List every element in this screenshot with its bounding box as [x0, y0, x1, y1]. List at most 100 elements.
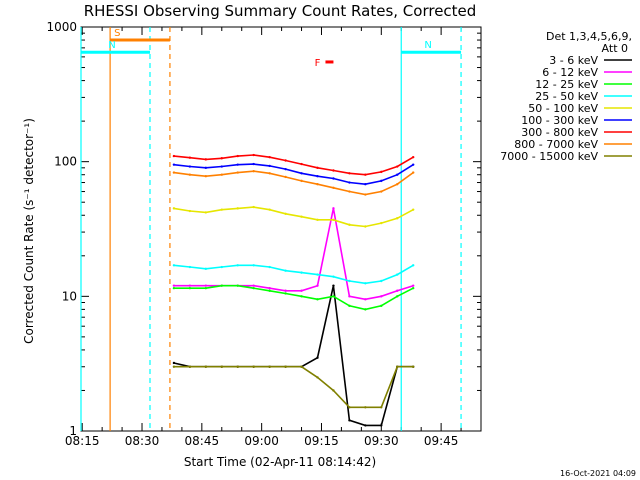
- data-point: [364, 173, 367, 176]
- legend-label-5: 100 - 300 keV: [521, 114, 598, 127]
- data-point: [412, 365, 415, 368]
- data-point: [332, 207, 335, 210]
- data-point: [396, 165, 399, 168]
- data-point: [268, 164, 271, 168]
- data-point: [364, 424, 367, 427]
- x-axis-label: Start Time (02-Apr-11 08:14:42): [184, 455, 376, 469]
- data-point: [364, 308, 367, 311]
- data-point: [300, 289, 303, 292]
- data-point: [300, 271, 303, 274]
- data-point: [268, 265, 271, 269]
- data-point: [348, 223, 351, 226]
- data-point: [396, 183, 399, 186]
- data-point: [380, 406, 383, 409]
- data-point: [252, 264, 255, 267]
- data-point: [300, 365, 303, 368]
- data-point: [332, 389, 335, 392]
- data-point: [252, 162, 255, 166]
- data-point: [332, 275, 335, 278]
- y-tick-label: 10: [62, 289, 77, 303]
- data-point: [236, 163, 239, 166]
- data-point: [236, 171, 239, 174]
- data-point: [380, 190, 383, 193]
- series-line-5: [173, 163, 414, 186]
- y-axis: 1 10 100 1000: [46, 20, 481, 438]
- data-point: [364, 183, 367, 186]
- data-point: [380, 179, 383, 183]
- legend-label-6: 300 - 800 keV: [521, 126, 598, 139]
- data-point: [236, 365, 239, 368]
- data-point: [332, 284, 335, 287]
- data-point: [348, 406, 351, 409]
- series-line-6: [173, 154, 414, 176]
- data-point: [220, 208, 223, 211]
- data-point: [364, 282, 367, 285]
- data-point: [364, 193, 367, 196]
- data-point: [300, 172, 303, 175]
- legend-label-1: 6 - 12 keV: [542, 66, 598, 79]
- data-point: [316, 298, 319, 301]
- data-point: [284, 159, 287, 162]
- flag-label-f: F: [315, 58, 321, 69]
- series-line-7: [173, 170, 414, 196]
- y-tick-label: 1: [69, 424, 77, 438]
- data-point: [316, 218, 319, 222]
- y-tick-label: 1000: [46, 20, 77, 34]
- data-point: [284, 212, 287, 216]
- data-point: [172, 286, 176, 290]
- series-line-3: [173, 264, 414, 285]
- data-point: [316, 166, 319, 170]
- data-point: [284, 289, 287, 292]
- data-point: [396, 217, 399, 220]
- data-point: [396, 273, 399, 276]
- vertical-markers: [80, 27, 462, 431]
- data-point: [380, 170, 383, 174]
- data-point: [268, 172, 271, 175]
- data-point: [252, 169, 255, 173]
- x-tick-label: 09:30: [364, 434, 399, 448]
- data-point: [412, 208, 415, 211]
- data-point: [284, 167, 287, 171]
- flag-label-s: S: [114, 28, 120, 39]
- data-point: [284, 175, 287, 179]
- y-tick-label: 100: [54, 155, 77, 169]
- data-point: [236, 284, 239, 287]
- data-point: [220, 173, 223, 176]
- data-point: [172, 163, 176, 166]
- data-point: [396, 295, 399, 298]
- data-point: [252, 205, 255, 209]
- data-point: [188, 209, 192, 213]
- data-point: [332, 186, 335, 189]
- data-point: [204, 158, 208, 161]
- data-point: [236, 264, 239, 267]
- data-point: [188, 173, 192, 176]
- series-line-1: [173, 208, 414, 301]
- data-point: [188, 156, 192, 159]
- data-point: [220, 265, 223, 269]
- data-point: [268, 208, 271, 211]
- data-point: [300, 162, 303, 166]
- data-point: [284, 365, 287, 368]
- data-point: [412, 163, 415, 166]
- data-point: [396, 173, 399, 176]
- legend-label-3: 25 - 50 keV: [535, 90, 598, 103]
- data-point: [396, 365, 399, 368]
- data-point: [396, 289, 399, 292]
- legend-label-2: 12 - 25 keV: [535, 78, 598, 91]
- data-point: [300, 295, 303, 298]
- data-point: [172, 365, 176, 368]
- data-point: [220, 284, 223, 287]
- data-point: [332, 218, 335, 222]
- data-point: [348, 190, 351, 193]
- data-point: [348, 295, 351, 298]
- flag-label-n: N: [424, 40, 431, 51]
- data-point: [300, 215, 303, 218]
- x-tick-label: 08:15: [65, 434, 100, 448]
- data-point: [348, 172, 351, 175]
- data-point: [268, 289, 271, 292]
- data-point: [204, 365, 208, 368]
- data-point: [348, 181, 351, 184]
- legend-label-8: 7000 - 15000 keV: [500, 150, 598, 163]
